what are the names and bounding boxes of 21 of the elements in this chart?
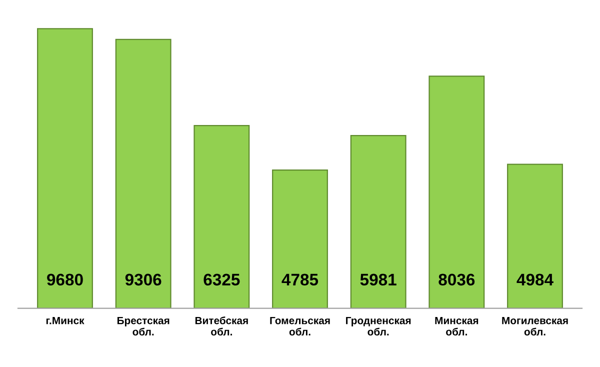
x-tick-label: Гродненская обл. bbox=[346, 316, 411, 336]
data-label: 4984 bbox=[516, 274, 554, 286]
x-tick-label: г.Минск bbox=[46, 316, 84, 324]
bar bbox=[115, 38, 172, 308]
x-tick-label: Витебская обл. bbox=[195, 316, 248, 336]
data-label: 4785 bbox=[282, 274, 318, 286]
bar bbox=[272, 170, 328, 308]
bar bbox=[428, 76, 485, 308]
data-label: 5981 bbox=[360, 274, 396, 286]
data-label: 9680 bbox=[47, 274, 83, 286]
bar bbox=[350, 134, 406, 308]
x-tick-label: Брестская обл. bbox=[117, 316, 170, 336]
bar bbox=[37, 28, 93, 308]
x-tick-label: Могилевская обл. bbox=[502, 316, 568, 336]
bar bbox=[194, 125, 250, 308]
data-label: 9306 bbox=[125, 274, 162, 286]
x-tick-label: Минская обл. bbox=[435, 316, 478, 336]
data-label: 8036 bbox=[438, 274, 475, 286]
x-tick-label: Гомельская обл. bbox=[270, 316, 330, 336]
bar bbox=[507, 164, 563, 308]
data-label: 6325 bbox=[204, 274, 240, 286]
